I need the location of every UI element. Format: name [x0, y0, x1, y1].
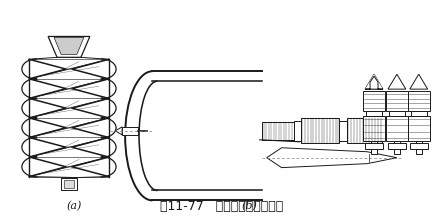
- Polygon shape: [267, 148, 397, 168]
- Text: (a): (a): [66, 201, 82, 212]
- Polygon shape: [115, 127, 122, 135]
- Bar: [365, 143, 383, 149]
- Bar: [408, 91, 430, 111]
- Bar: [122, 127, 138, 135]
- Bar: [388, 143, 406, 149]
- Bar: [293, 121, 301, 141]
- Bar: [410, 143, 428, 149]
- Polygon shape: [388, 74, 406, 89]
- Bar: [416, 141, 422, 154]
- Polygon shape: [64, 180, 74, 189]
- Bar: [386, 91, 408, 111]
- Bar: [347, 118, 382, 143]
- Polygon shape: [365, 76, 383, 89]
- Text: 图11-77   螺纹百分尺测量中径: 图11-77 螺纹百分尺测量中径: [160, 200, 284, 213]
- Bar: [386, 116, 408, 141]
- Polygon shape: [410, 74, 428, 89]
- Bar: [371, 141, 377, 154]
- Bar: [389, 111, 405, 116]
- Bar: [363, 91, 385, 111]
- Bar: [394, 141, 400, 154]
- Bar: [262, 122, 293, 140]
- Bar: [363, 116, 385, 141]
- Bar: [411, 111, 427, 116]
- Polygon shape: [365, 74, 383, 89]
- Polygon shape: [365, 74, 383, 89]
- Bar: [301, 118, 339, 143]
- Text: (b): (b): [242, 201, 258, 212]
- Bar: [408, 116, 430, 141]
- Bar: [366, 111, 382, 116]
- Polygon shape: [61, 178, 77, 191]
- Polygon shape: [54, 37, 84, 54]
- Polygon shape: [48, 37, 90, 57]
- Bar: [339, 121, 347, 141]
